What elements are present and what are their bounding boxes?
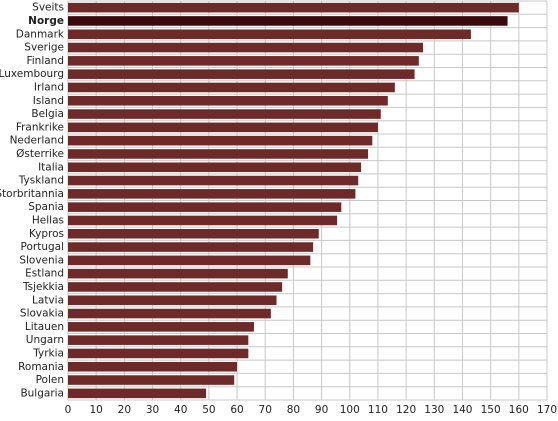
- x-tick-label: 70: [259, 404, 272, 416]
- y-tick-label: Romania: [18, 361, 64, 373]
- y-tick-label: Latvia: [32, 294, 64, 306]
- y-tick-label: Tyskland: [18, 175, 64, 187]
- y-tick-label: Ungarn: [26, 334, 64, 346]
- bar: [68, 109, 381, 119]
- bar: [68, 215, 338, 226]
- y-tick-label: Litauen: [25, 321, 64, 333]
- bar: [68, 295, 277, 306]
- bar: [68, 308, 271, 319]
- y-tick-label: Portugal: [21, 241, 65, 253]
- bar: [68, 122, 378, 133]
- y-tick-label: Norge: [28, 15, 64, 27]
- x-tick-label: 140: [452, 404, 472, 416]
- y-tick-label: Storbritannia: [0, 188, 64, 200]
- x-tick-label: 50: [202, 404, 215, 416]
- y-tick-label: Island: [33, 95, 64, 107]
- x-tick-label: 10: [89, 404, 102, 416]
- bar: [68, 361, 238, 372]
- y-tick-label: Finland: [26, 55, 64, 67]
- bar: [68, 135, 373, 146]
- bar: [68, 189, 356, 199]
- bar: [68, 268, 288, 279]
- x-tick-label: 20: [118, 404, 131, 416]
- y-tick-label: Tsjekkia: [22, 281, 64, 293]
- bar: [68, 282, 283, 292]
- y-tick-label: Østerrike: [16, 148, 64, 160]
- y-tick-label: Slovakia: [20, 308, 64, 320]
- bar: [68, 375, 235, 385]
- bar: [68, 16, 508, 26]
- y-tick-label: Nederland: [10, 135, 64, 147]
- x-tick-label: 150: [481, 404, 501, 416]
- y-tick-label: Slovenia: [19, 254, 64, 266]
- bar: [68, 149, 369, 159]
- bar: [68, 388, 207, 399]
- y-tick-label: Kypros: [29, 228, 64, 240]
- y-tick-label: Sverige: [24, 42, 64, 54]
- bar: [68, 255, 311, 266]
- x-tick-label: 160: [509, 404, 529, 416]
- y-tick-label: Hellas: [32, 214, 64, 226]
- bar: [68, 162, 362, 173]
- x-tick-label: 170: [537, 404, 557, 416]
- y-tick-label: Spania: [28, 201, 64, 213]
- bar: [68, 202, 342, 212]
- x-tick-label: 120: [396, 404, 416, 416]
- x-tick-label: 100: [340, 404, 360, 416]
- y-tick-label: Belgia: [31, 108, 64, 120]
- x-tick-label: 60: [230, 404, 243, 416]
- y-tick-label: Danmark: [16, 28, 65, 40]
- bar: [68, 69, 415, 79]
- bar: [68, 56, 419, 66]
- bar: [68, 322, 254, 332]
- bar: [68, 42, 424, 53]
- y-tick-label: Luxembourg: [0, 68, 64, 80]
- bar: [68, 29, 471, 40]
- x-tick-label: 90: [315, 404, 328, 416]
- bar: [68, 175, 359, 186]
- y-tick-label: Frankrike: [16, 121, 64, 133]
- x-tick-label: 130: [424, 404, 444, 416]
- bar: [68, 348, 249, 359]
- y-tick-label: Sveits: [32, 2, 64, 14]
- y-tick-label: Estland: [25, 268, 64, 280]
- y-tick-label: Polen: [36, 374, 64, 386]
- y-tick-label: Bulgaria: [20, 387, 64, 399]
- x-tick-label: 40: [174, 404, 187, 416]
- x-tick-label: 80: [287, 404, 300, 416]
- bar: [68, 95, 388, 106]
- bar: [68, 82, 395, 93]
- y-tick-label: Tyrkia: [32, 347, 64, 359]
- x-tick-label: 0: [65, 404, 72, 416]
- x-tick-label: 30: [146, 404, 159, 416]
- bar: [68, 335, 249, 345]
- bar: [68, 2, 519, 13]
- bar: [68, 242, 314, 252]
- bar: [68, 228, 319, 239]
- x-tick-label: 110: [368, 404, 388, 416]
- y-tick-label: Italia: [38, 161, 64, 173]
- y-tick-label: Irland: [34, 81, 64, 93]
